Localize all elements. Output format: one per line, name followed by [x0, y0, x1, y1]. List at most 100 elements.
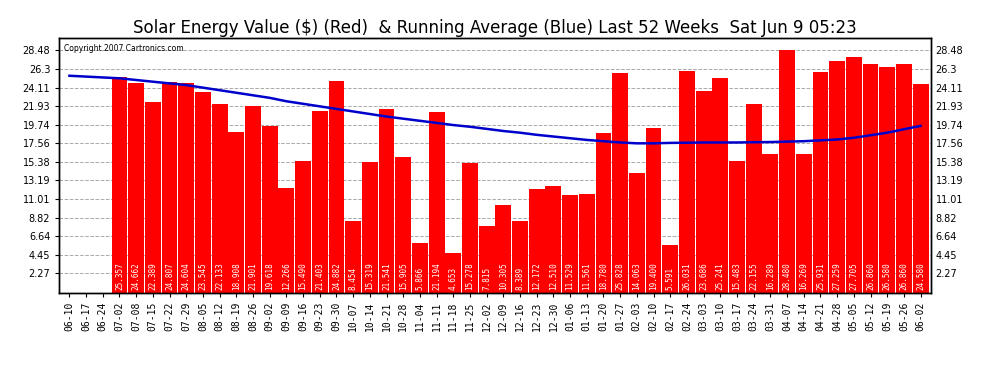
Text: 23.686: 23.686 — [699, 262, 708, 290]
Text: 12.172: 12.172 — [533, 262, 542, 290]
Bar — [845, 57, 861, 292]
Bar — [312, 111, 328, 292]
Bar — [178, 83, 194, 292]
Text: 5.866: 5.866 — [416, 267, 425, 290]
Bar — [329, 81, 345, 292]
Bar — [762, 154, 778, 292]
Bar — [246, 106, 261, 292]
Title: Solar Energy Value ($) (Red)  & Running Average (Blue) Last 52 Weeks  Sat Jun 9 : Solar Energy Value ($) (Red) & Running A… — [133, 20, 857, 38]
Bar — [696, 91, 712, 292]
Text: 21.403: 21.403 — [315, 262, 325, 290]
Text: 24.807: 24.807 — [165, 262, 174, 290]
Bar — [512, 221, 528, 292]
Bar — [429, 112, 445, 292]
Bar — [229, 132, 245, 292]
Text: 14.063: 14.063 — [633, 262, 642, 290]
Text: 12.266: 12.266 — [282, 262, 291, 290]
Text: 19.400: 19.400 — [649, 262, 658, 290]
Bar — [679, 71, 695, 292]
Text: 25.357: 25.357 — [115, 262, 124, 290]
Text: 21.194: 21.194 — [432, 262, 442, 290]
Bar — [779, 50, 795, 292]
Text: 7.815: 7.815 — [482, 267, 491, 290]
Bar — [713, 78, 729, 292]
Bar — [729, 161, 744, 292]
Bar — [913, 84, 929, 292]
Text: 21.901: 21.901 — [248, 262, 257, 290]
Bar — [529, 189, 545, 292]
Text: 11.529: 11.529 — [565, 262, 574, 290]
Text: 22.155: 22.155 — [749, 262, 758, 290]
Bar — [645, 128, 661, 292]
Bar — [295, 161, 311, 292]
Bar — [479, 226, 495, 292]
Text: 24.604: 24.604 — [182, 262, 191, 290]
Text: 12.510: 12.510 — [548, 262, 558, 290]
Text: 10.305: 10.305 — [499, 262, 508, 290]
Text: 4.653: 4.653 — [448, 267, 457, 290]
Bar — [145, 102, 160, 292]
Text: 5.591: 5.591 — [665, 267, 675, 290]
Text: 26.860: 26.860 — [866, 262, 875, 290]
Bar — [862, 64, 878, 292]
Bar — [412, 243, 428, 292]
Text: 22.133: 22.133 — [215, 262, 224, 290]
Text: 16.269: 16.269 — [799, 262, 808, 290]
Bar — [745, 104, 761, 292]
Text: 25.241: 25.241 — [716, 262, 725, 290]
Text: 15.905: 15.905 — [399, 262, 408, 290]
Text: 8.454: 8.454 — [348, 267, 357, 290]
Text: 24.662: 24.662 — [132, 262, 141, 290]
Bar — [629, 173, 644, 292]
Bar — [395, 157, 411, 292]
Bar — [378, 110, 394, 292]
Bar — [879, 67, 895, 292]
Text: 26.031: 26.031 — [682, 262, 691, 290]
Bar — [545, 186, 561, 292]
Bar — [596, 133, 612, 292]
Bar — [129, 83, 145, 292]
Bar — [896, 64, 912, 292]
Bar — [612, 73, 628, 292]
Bar — [446, 253, 461, 292]
Bar — [212, 104, 228, 292]
Text: 15.278: 15.278 — [465, 262, 474, 290]
Text: 11.561: 11.561 — [582, 262, 591, 290]
Text: 16.289: 16.289 — [766, 262, 775, 290]
Text: 25.931: 25.931 — [816, 262, 825, 290]
Bar — [813, 72, 829, 292]
Bar — [662, 245, 678, 292]
Bar — [579, 194, 595, 292]
Bar — [278, 188, 294, 292]
Text: 24.882: 24.882 — [332, 262, 341, 290]
Text: 18.908: 18.908 — [232, 262, 241, 290]
Text: 15.483: 15.483 — [733, 262, 742, 290]
Bar — [261, 126, 277, 292]
Bar — [462, 163, 478, 292]
Bar — [346, 220, 361, 292]
Text: 26.860: 26.860 — [899, 262, 909, 290]
Bar — [195, 92, 211, 292]
Bar — [562, 195, 578, 292]
Text: Copyright 2007 Cartronics.com: Copyright 2007 Cartronics.com — [63, 44, 183, 53]
Text: 26.580: 26.580 — [883, 262, 892, 290]
Bar — [112, 77, 128, 292]
Text: 27.705: 27.705 — [849, 262, 858, 290]
Text: 23.545: 23.545 — [198, 262, 208, 290]
Text: 28.480: 28.480 — [782, 262, 792, 290]
Text: 25.828: 25.828 — [616, 262, 625, 290]
Text: 21.541: 21.541 — [382, 262, 391, 290]
Bar — [495, 205, 511, 292]
Text: 15.490: 15.490 — [299, 262, 308, 290]
Text: 15.319: 15.319 — [365, 262, 374, 290]
Text: 8.389: 8.389 — [516, 267, 525, 290]
Text: 18.780: 18.780 — [599, 262, 608, 290]
Text: 24.580: 24.580 — [916, 262, 925, 290]
Text: 27.259: 27.259 — [833, 262, 841, 290]
Bar — [796, 154, 812, 292]
Text: 22.389: 22.389 — [148, 262, 157, 290]
Bar — [830, 61, 845, 292]
Bar — [362, 162, 378, 292]
Bar — [161, 82, 177, 292]
Text: 19.618: 19.618 — [265, 262, 274, 290]
